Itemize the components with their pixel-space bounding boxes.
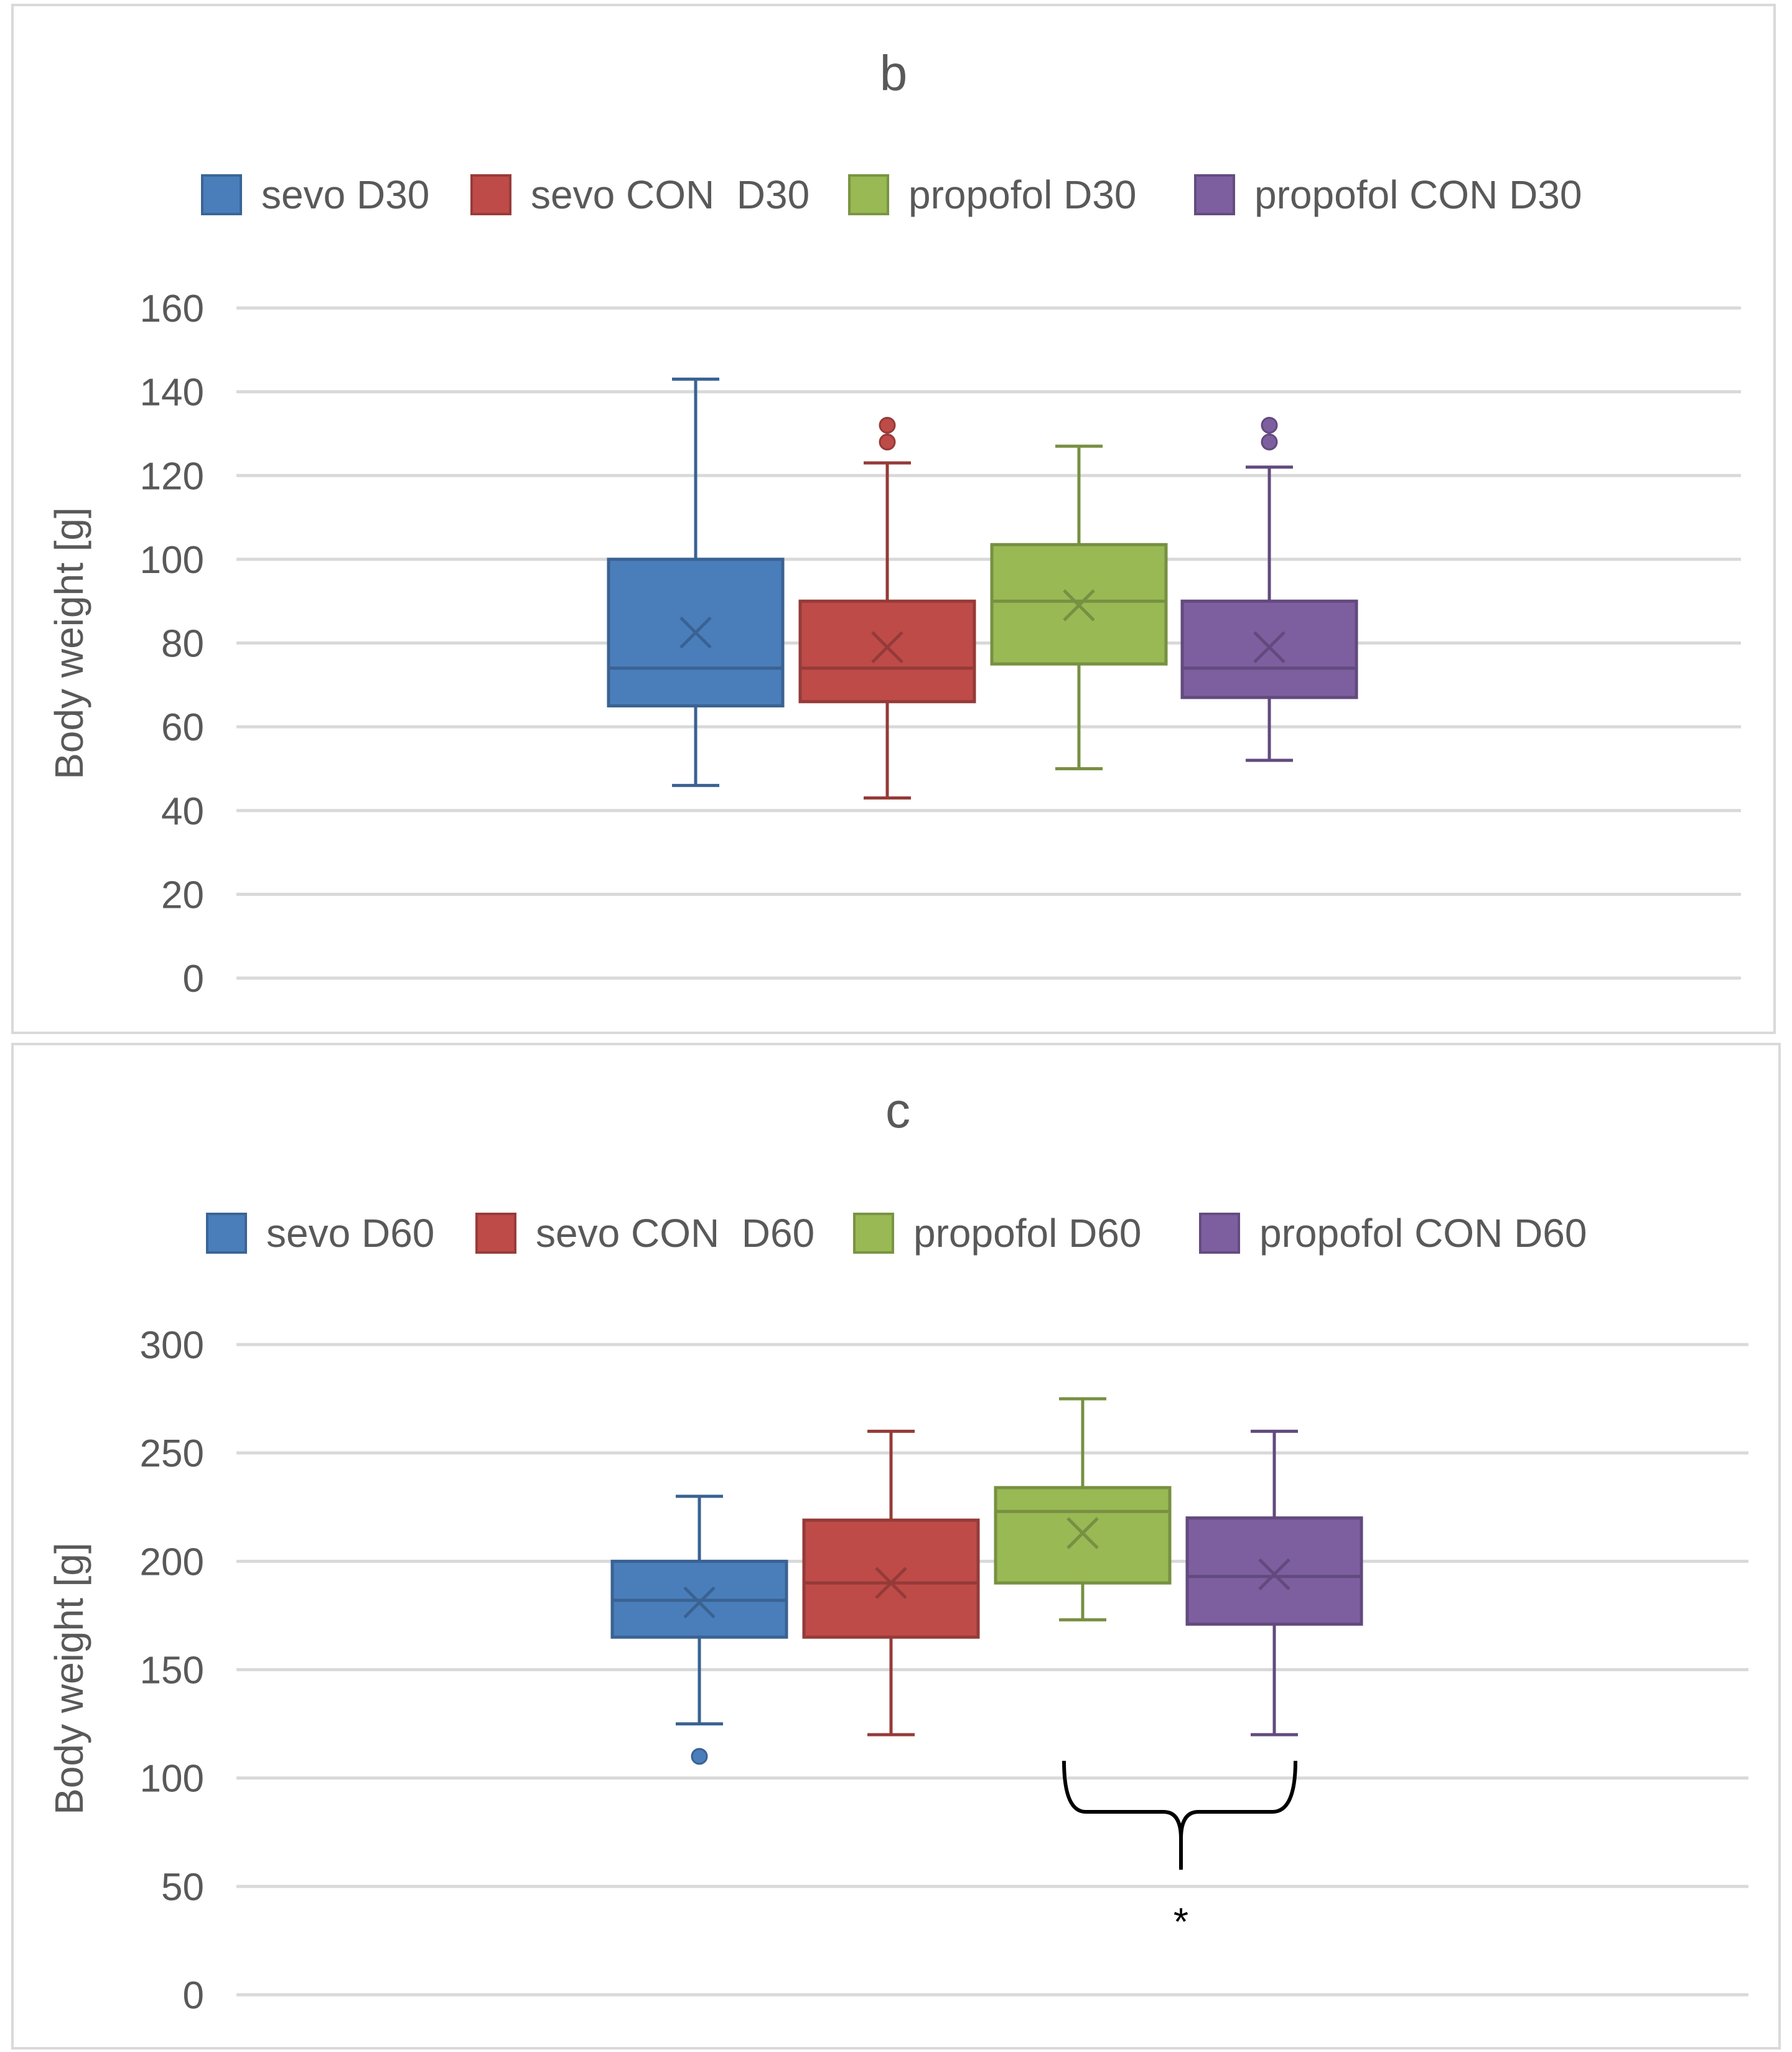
legend-item: sevo D60 <box>206 1211 434 1256</box>
mean-marker <box>1063 589 1095 622</box>
box-series <box>610 1397 1363 1765</box>
legend-swatch <box>201 174 242 215</box>
significance-asterisk: * <box>1174 1901 1188 1944</box>
legend-item: sevo D30 <box>201 172 429 217</box>
legend-item: sevo CON D30 <box>470 172 810 217</box>
outlier-point <box>879 433 896 450</box>
legend-label: sevo D30 <box>261 172 429 217</box>
legend-item: propofol CON D30 <box>1194 172 1582 217</box>
legend-swatch <box>853 1213 894 1254</box>
mean-marker <box>871 631 903 663</box>
significance-brace <box>1062 1760 1297 1870</box>
y-tick-label: 120 <box>140 455 204 498</box>
y-tick-label: 160 <box>140 287 204 330</box>
legend-label: sevo D60 <box>266 1211 434 1256</box>
y-tick-label: 140 <box>140 371 204 414</box>
legend-swatch <box>206 1213 247 1254</box>
y-tick-label: 20 <box>161 874 204 916</box>
box-4 <box>1185 1429 1363 1737</box>
legend-item: propofol D60 <box>853 1211 1141 1256</box>
y-tick-label: 100 <box>140 539 204 582</box>
y-tick-label: 0 <box>183 1974 204 2017</box>
mean-marker <box>679 616 712 649</box>
mean-marker <box>1066 1517 1099 1549</box>
legend-item: sevo CON D60 <box>475 1211 814 1256</box>
outlier-point <box>1261 433 1278 450</box>
box-1 <box>607 377 785 787</box>
box-series <box>607 377 1358 800</box>
outlier-point <box>1261 416 1278 434</box>
legend-label: propofol CON D60 <box>1259 1211 1587 1256</box>
y-tick-label: 250 <box>140 1432 204 1475</box>
iqr-box <box>1185 1516 1363 1626</box>
box-2 <box>798 416 976 800</box>
y-axis-title: Body weight [g] <box>47 1542 91 1815</box>
chart-panel-c: c sevo D60 sevo CON D60 propofol D60 propof… <box>11 1043 1781 2050</box>
gridlines <box>236 1343 1748 1997</box>
legend-swatch <box>475 1213 516 1254</box>
legend-swatch <box>470 174 511 215</box>
legend-label: propofol D30 <box>908 172 1136 217</box>
y-tick-label: 60 <box>161 706 204 749</box>
box-3 <box>990 444 1168 770</box>
mean-marker <box>683 1586 716 1619</box>
y-tick-label: 40 <box>161 790 204 833</box>
outlier-point <box>691 1748 708 1765</box>
chart-legend: sevo D60 sevo CON D60 propofol D60 propofol… <box>206 1211 1587 1256</box>
legend-label: sevo CON D60 <box>536 1211 814 1256</box>
y-tick-label: 80 <box>161 623 204 666</box>
legend-label: propofol CON D30 <box>1254 172 1582 217</box>
legend-swatch <box>848 174 889 215</box>
box-2 <box>802 1429 980 1737</box>
box-4 <box>1180 416 1358 762</box>
chart-title: c <box>885 1083 910 1138</box>
y-tick-label: 0 <box>183 958 204 1000</box>
chart-title: b <box>880 45 908 101</box>
chart-panel-b: b sevo D30 sevo CON D30 propofol D30 propof… <box>11 4 1776 1034</box>
y-tick-labels: 0 20 40 60 80 100 120 140 160 <box>140 287 204 1000</box>
chart-frame <box>11 4 1776 1034</box>
iqr-box <box>798 599 976 704</box>
y-tick-label: 100 <box>140 1758 204 1801</box>
box-1 <box>610 1495 788 1765</box>
significance-bracket: * <box>1062 1760 1297 1944</box>
gridlines <box>236 306 1741 980</box>
mean-marker <box>875 1567 907 1599</box>
legend-item: propofol CON D60 <box>1199 1211 1587 1256</box>
y-tick-label: 200 <box>140 1541 204 1583</box>
y-tick-label: 150 <box>140 1649 204 1692</box>
legend-label: propofol D60 <box>913 1211 1141 1256</box>
legend-item: propofol D30 <box>848 172 1136 217</box>
y-tick-label: 300 <box>140 1324 204 1367</box>
legend-swatch <box>1199 1213 1240 1254</box>
box-3 <box>994 1397 1172 1621</box>
outlier-point <box>879 416 896 434</box>
y-axis-title: Body weight [g] <box>47 507 91 780</box>
legend-swatch <box>1194 174 1235 215</box>
legend-label: sevo CON D30 <box>531 172 810 217</box>
y-tick-labels: 0 50 100 150 200 250 300 <box>140 1324 204 2017</box>
chart-legend: sevo D30 sevo CON D30 propofol D30 propofol… <box>201 172 1582 217</box>
iqr-box <box>802 1518 980 1639</box>
y-tick-label: 50 <box>161 1866 204 1909</box>
mean-marker <box>1258 1558 1290 1590</box>
mean-marker <box>1253 631 1286 663</box>
